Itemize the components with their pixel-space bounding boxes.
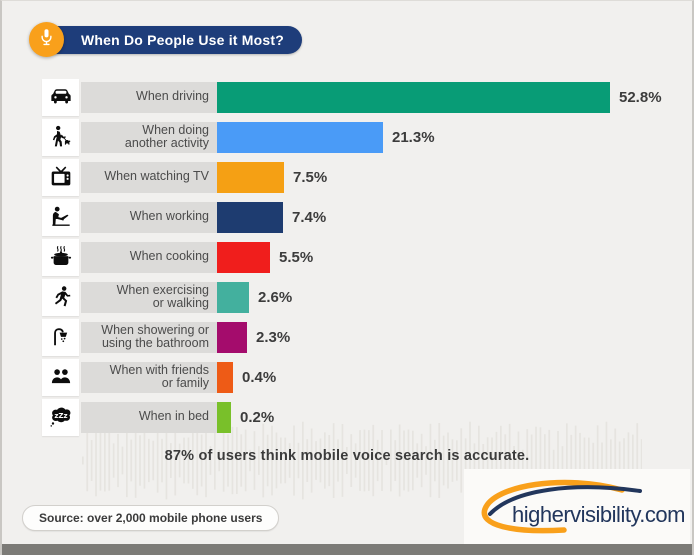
chart-row: When cooking 5.5% <box>2 237 692 277</box>
category-label: When watching TV <box>81 161 217 193</box>
value-label: 5.5% <box>279 248 314 266</box>
bar <box>217 161 284 193</box>
chart-row: When doing another activity 21.3% <box>2 117 692 157</box>
value-label: 7.5% <box>293 168 328 186</box>
chart-row: When driving 52.8% <box>2 77 692 117</box>
chart-row: When working 7.4% <box>2 197 692 237</box>
page-title: When Do People Use it Most? <box>51 26 302 54</box>
friends-icon <box>42 358 79 396</box>
chart-row: When with friends or family 0.4% <box>2 357 692 397</box>
category-label: When doing another activity <box>81 121 217 153</box>
bed-sleep-icon: zZz <box>42 398 79 436</box>
bar <box>217 321 247 353</box>
category-label: When driving <box>81 81 217 113</box>
category-label: When in bed <box>81 401 217 433</box>
microphone-icon <box>36 27 57 53</box>
running-icon <box>42 278 79 316</box>
value-label: 2.6% <box>258 288 293 306</box>
category-label: When with friends or family <box>81 361 217 393</box>
svg-text:zZz: zZz <box>54 411 67 420</box>
brand-site-text: highervisibility.com <box>512 502 685 527</box>
value-label: 52.8% <box>619 88 662 106</box>
chart-row: zZz When in bed 0.2% <box>2 397 692 437</box>
accuracy-stat: 87% of users think mobile voice search i… <box>164 448 530 464</box>
bar-chart: When driving 52.8% When doing another acti… <box>2 77 692 437</box>
dog-walking-icon <box>42 118 79 156</box>
value-label: 21.3% <box>392 128 435 146</box>
bar <box>217 81 610 113</box>
source-note: Source: over 2,000 mobile phone users <box>22 505 280 531</box>
category-label: When exercising or walking <box>81 281 217 313</box>
chart-row: When showering or using the bathroom 2.3% <box>2 317 692 357</box>
chart-row: When watching TV 7.5% <box>2 157 692 197</box>
bar <box>217 201 283 233</box>
shower-icon <box>42 318 79 356</box>
brand-logo: highervisibility.com <box>481 479 685 534</box>
tv-icon <box>42 158 79 196</box>
working-laptop-icon <box>42 198 79 236</box>
category-label: When working <box>81 201 217 233</box>
car-icon <box>42 78 79 116</box>
bar <box>217 401 231 433</box>
value-label: 2.3% <box>256 328 291 346</box>
category-label: When showering or using the bathroom <box>81 321 217 353</box>
bar <box>217 121 383 153</box>
logo-swoosh-navy <box>488 485 642 516</box>
value-label: 0.4% <box>242 368 277 386</box>
bottom-border <box>2 544 692 555</box>
microphone-badge <box>29 22 64 57</box>
bar <box>217 241 270 273</box>
cooking-pot-icon <box>42 238 79 276</box>
bar <box>217 281 249 313</box>
logo-swoosh-orange <box>481 479 625 534</box>
bar <box>217 361 233 393</box>
value-label: 7.4% <box>292 208 327 226</box>
value-label: 0.2% <box>240 408 275 426</box>
chart-row: When exercising or walking 2.6% <box>2 277 692 317</box>
category-label: When cooking <box>81 241 217 273</box>
